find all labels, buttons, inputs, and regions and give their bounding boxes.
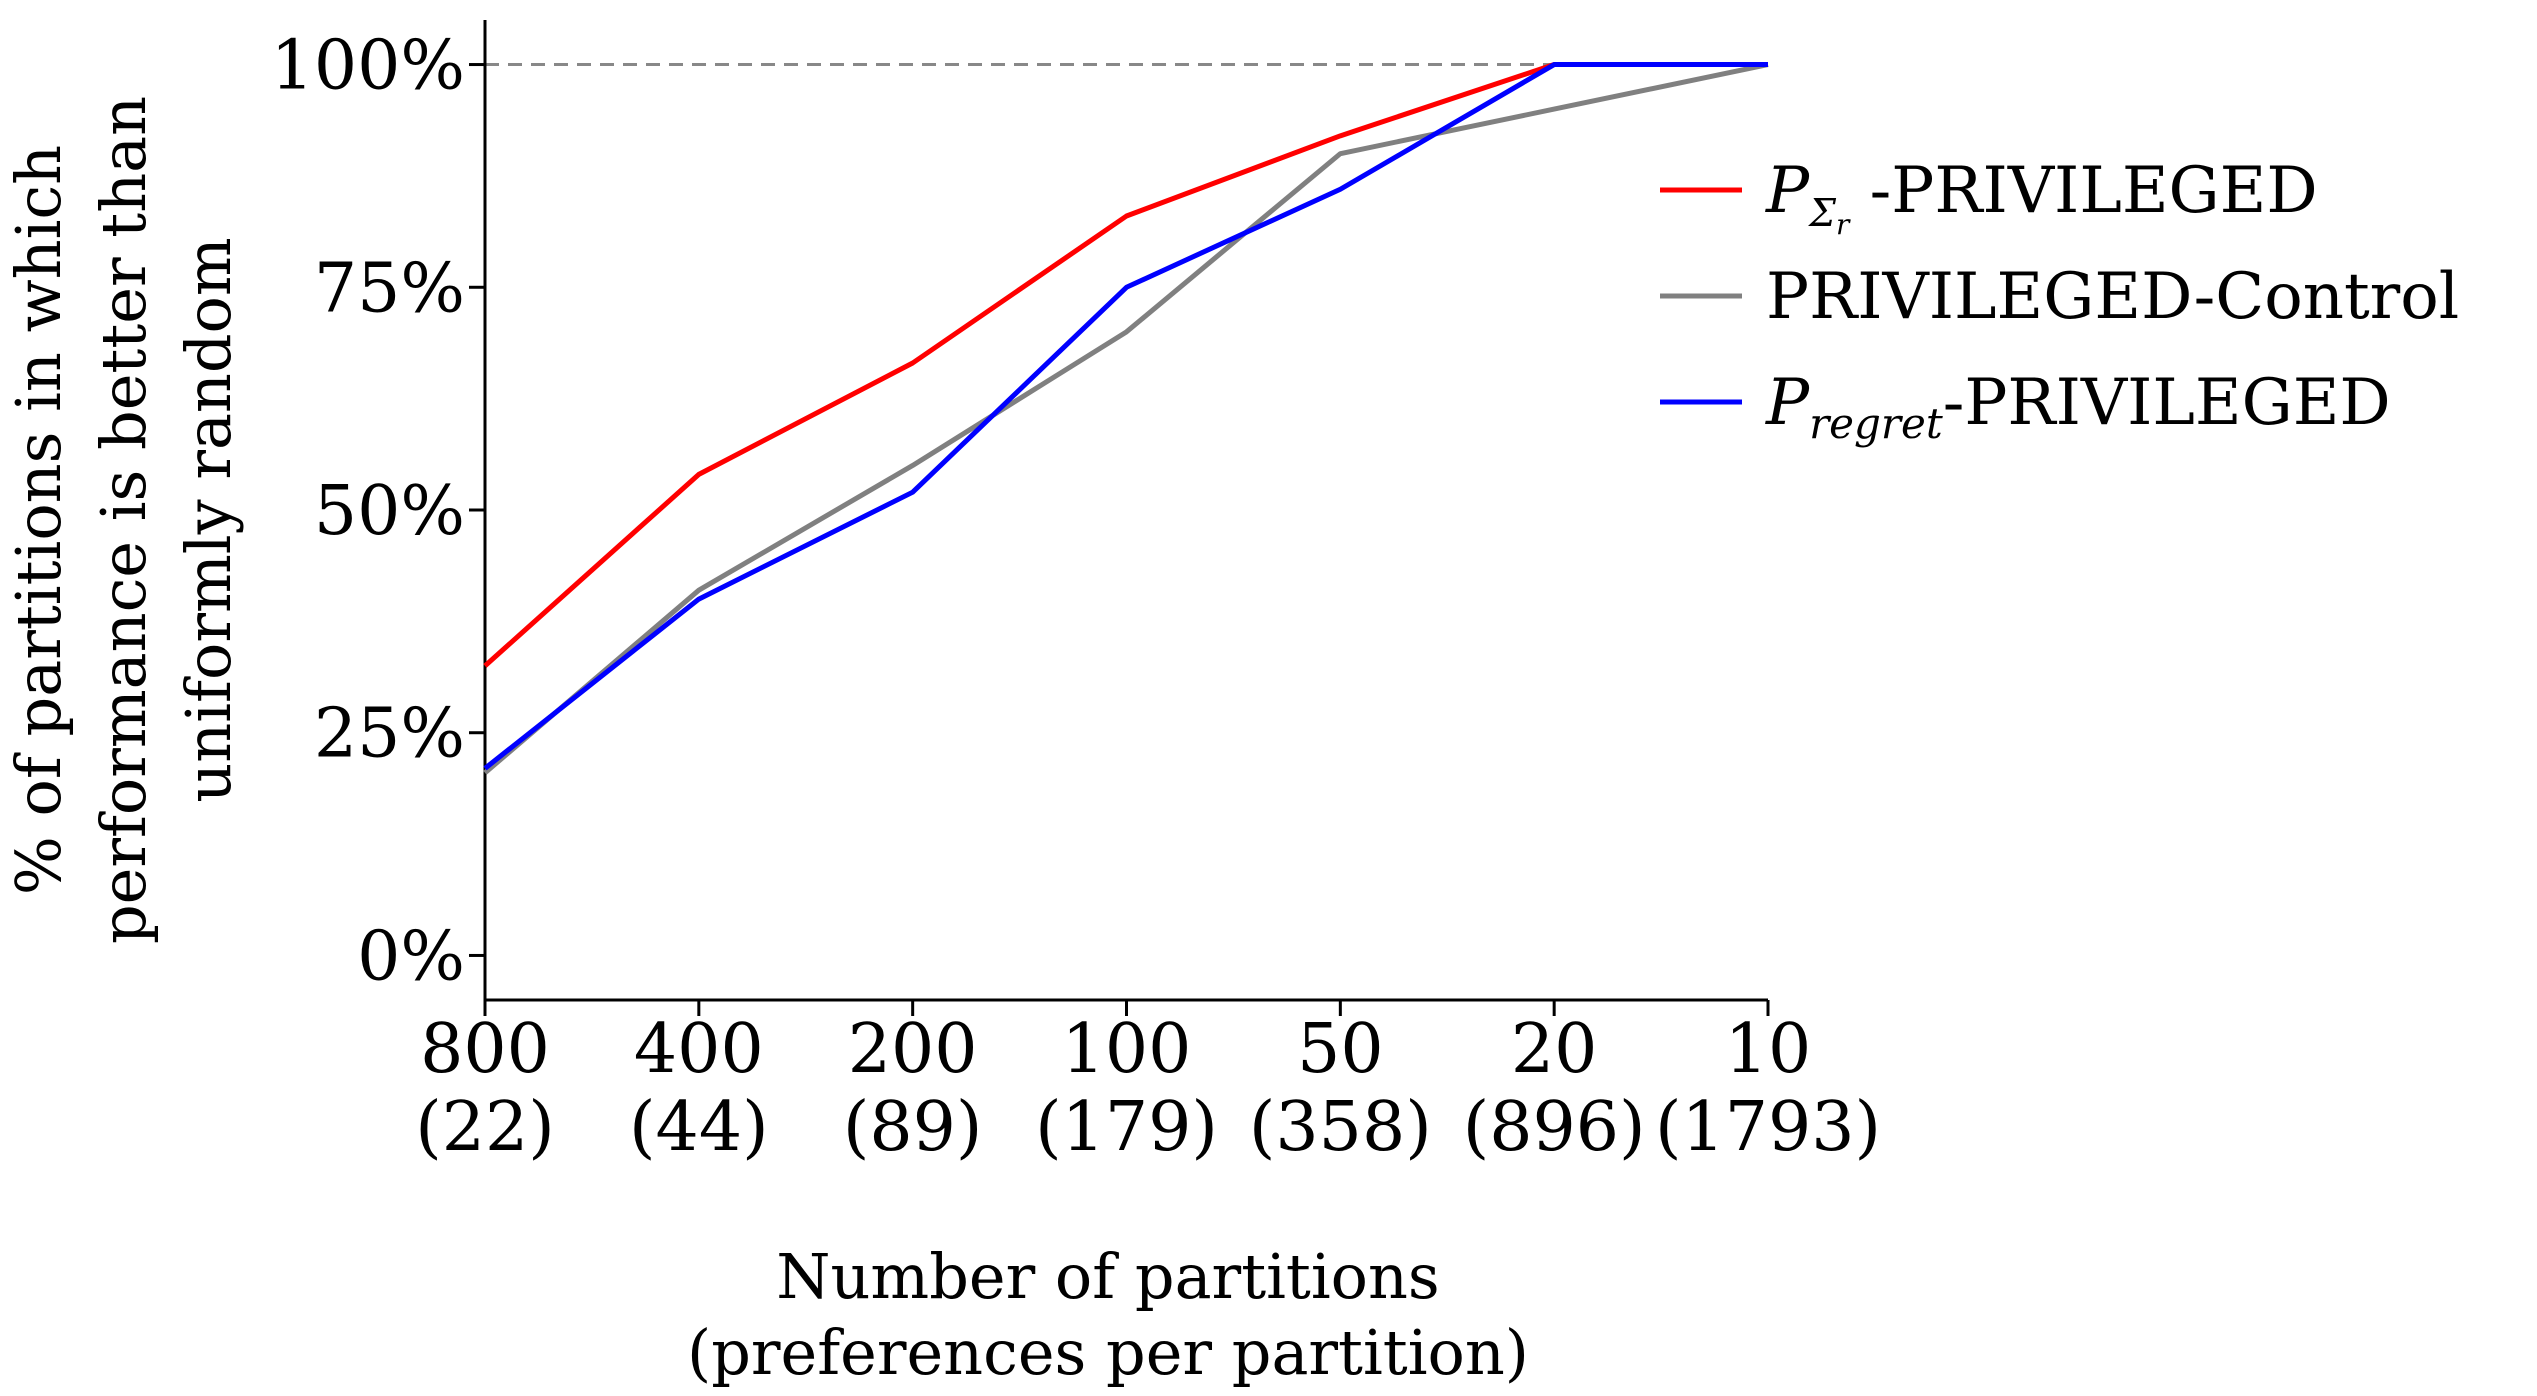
series-line-p-regret-privileged: [483, 62, 1768, 771]
y-tick-label: 25%: [314, 695, 465, 774]
x-tick-label-top: 400: [634, 1010, 764, 1089]
legend-label-p-sigma-r-privileged: PΣr -PRIVILEGED: [1765, 154, 2318, 241]
series-lines: [483, 62, 1769, 775]
legend-pr-main: P: [1765, 366, 1810, 440]
x-axis-title-line-1: Number of partitions: [776, 1240, 1440, 1313]
legend-pr-suffix: -PRIVILEGED: [1943, 366, 2391, 440]
legend-p-subsub: r: [1836, 208, 1851, 241]
legend-pr-sub: regret: [1809, 399, 1943, 448]
legend-p-suffix: -PRIVILEGED: [1849, 154, 2317, 228]
y-tick-label: 0%: [357, 917, 465, 996]
chart-legend: PΣr -PRIVILEGED PRIVILEGED-Control Pregr…: [1660, 154, 2459, 448]
x-tick-label-bottom: (179): [1035, 1088, 1218, 1167]
x-tick-label-top: 10: [1725, 1010, 1812, 1089]
x-axis-title-line-2: (preferences per partition): [687, 1316, 1529, 1389]
y-tick-label: 100%: [271, 27, 465, 106]
y-axis-title-line-2: performance is better than: [87, 96, 160, 944]
x-tick-label-bottom: (358): [1249, 1088, 1432, 1167]
x-tick-label-top: 100: [1062, 1010, 1192, 1089]
legend-label-p-regret-privileged: Pregret-PRIVILEGED: [1765, 366, 2391, 448]
y-tick-label: 75%: [314, 249, 465, 328]
y-axis-title: % of partitions in which performance is …: [2, 96, 245, 944]
x-tick-label-bottom: (22): [415, 1088, 555, 1167]
x-tick-label-bottom: (89): [843, 1088, 983, 1167]
legend-p-sub: Σ: [1807, 191, 1837, 235]
y-axis-ticks: 0% 25% 50% 75% 100%: [271, 27, 485, 996]
series-line-privileged-control: [483, 62, 1769, 775]
x-tick-label-top: 800: [420, 1010, 550, 1089]
x-tick-label-top: 50: [1297, 1010, 1384, 1089]
x-axis-ticks: 800(22) 400(44) 200(89) 100(179) 50(358) 20(8…: [415, 1000, 1881, 1167]
x-tick-label-top: 20: [1511, 1010, 1598, 1089]
y-axis-title-line-3: uniformly random: [172, 237, 245, 802]
x-tick-label-bottom: (1793): [1655, 1088, 1881, 1167]
x-tick-label-bottom: (44): [629, 1088, 769, 1167]
legend-p-main: P: [1765, 154, 1810, 228]
series-line-p-r-privileged: [483, 62, 1768, 668]
y-axis-title-line-1: % of partitions in which: [2, 145, 75, 895]
legend-label-privileged-control: PRIVILEGED-Control: [1766, 260, 2459, 334]
y-tick-label: 50%: [314, 472, 465, 551]
x-tick-label-bottom: (896): [1463, 1088, 1646, 1167]
x-tick-label-top: 200: [848, 1010, 978, 1089]
